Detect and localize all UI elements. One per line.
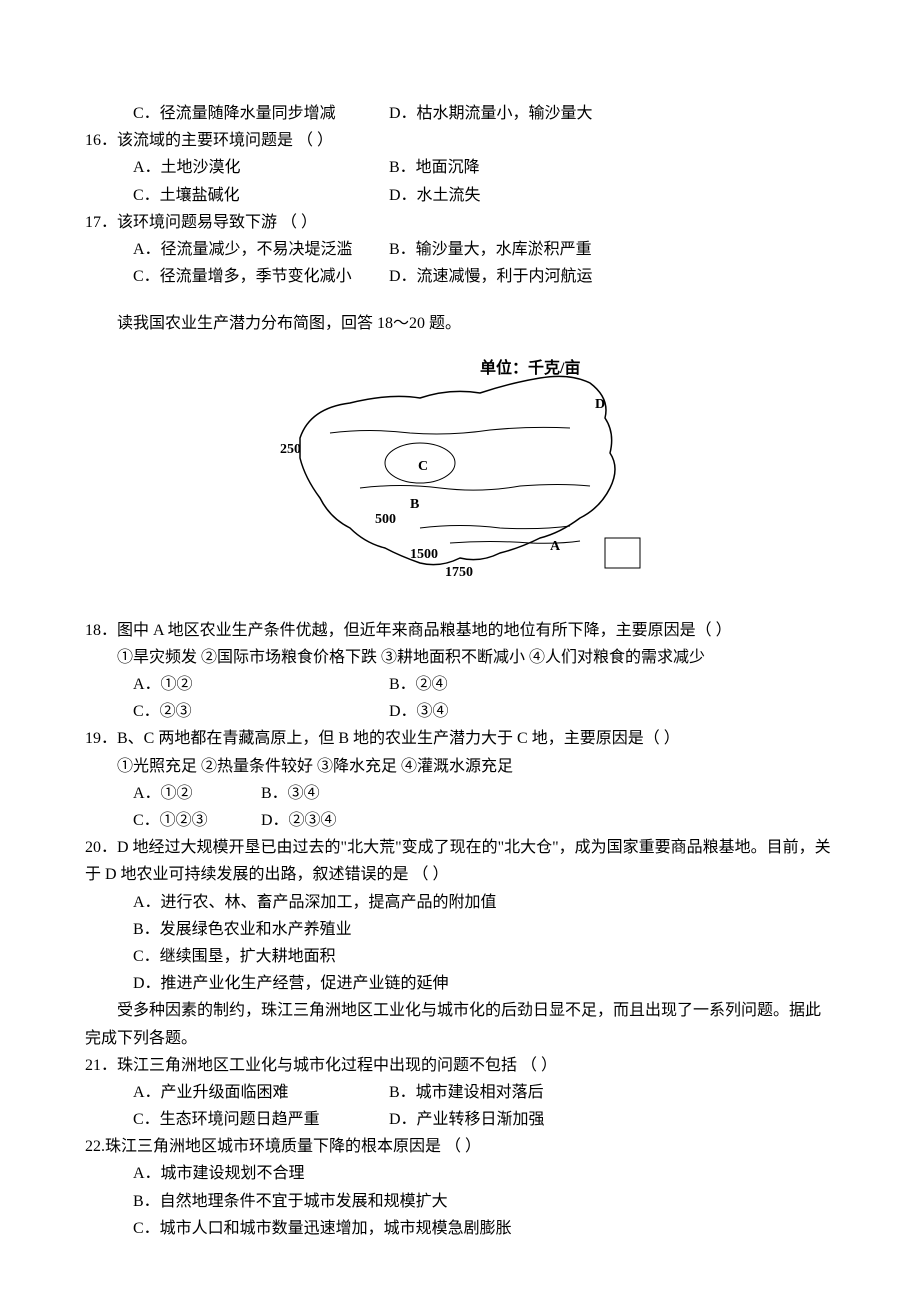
q16-option-d: D．水土流失: [389, 182, 481, 209]
q17-options-cd: C．径流量增多，季节变化减小 D．流速减慢，利于内河航运: [85, 263, 835, 290]
contour-250: [330, 427, 570, 434]
q18-option-d: D．③④: [389, 698, 449, 725]
q16-option-b: B．地面沉降: [389, 154, 480, 181]
q19-option-c: C．①②③: [133, 807, 261, 834]
q21-stem: 21．珠江三角洲地区工业化与城市化过程中出现的问题不包括 （ ）: [85, 1052, 835, 1079]
q21-option-c: C．生态环境问题日趋严重: [133, 1106, 389, 1133]
q18-sub: ①旱灾频发 ②国际市场粮食价格下跌 ③耕地面积不断减小 ④人们对粮食的需求减少: [85, 644, 835, 671]
q16-option-a: A．土地沙漠化: [133, 154, 389, 181]
q19-stem: 19．B、C 两地都在青藏高原上，但 B 地的农业生产潜力大于 C 地，主要原因…: [85, 725, 835, 752]
q17-option-d: D．流速减慢，利于内河航运: [389, 263, 593, 290]
china-outline: [300, 376, 615, 564]
q17-options-ab: A．径流量减少，不易决堤泛滥 B．输沙量大，水库淤积严重: [85, 236, 835, 263]
q16-option-c: C．土壤盐碱化: [133, 182, 389, 209]
q18-option-b: B．②④: [389, 671, 448, 698]
q21-options-cd: C．生态环境问题日趋严重 D．产业转移日渐加强: [85, 1106, 835, 1133]
q19-option-b: B．③④: [261, 780, 389, 807]
q22-option-a: A．城市建设规划不合理: [85, 1160, 835, 1187]
context-21-22: 受多种因素的制约，珠江三角洲地区工业化与城市化的后劲日显不足，而且出现了一系列问…: [85, 997, 835, 1051]
point-d: D: [595, 397, 605, 412]
q20-option-a: A．进行农、林、畜产品深加工，提高产品的附加值: [85, 889, 835, 916]
inset-box: [605, 538, 640, 568]
q16-options-cd: C．土壤盐碱化 D．水土流失: [85, 182, 835, 209]
label-1500: 1500: [410, 547, 438, 562]
q22-option-c: C．城市人口和城市数量迅速增加，城市规模急剧膨胀: [85, 1215, 835, 1242]
q19-option-d: D．②③④: [261, 807, 389, 834]
label-250: 250: [280, 442, 301, 457]
china-map-figure: 单位：千克/亩 250 500 1500 1750 A B C D: [85, 358, 835, 597]
point-a: A: [550, 539, 561, 554]
q17-option-b: B．输沙量大，水库淤积严重: [389, 236, 592, 263]
q22-stem: 22.珠江三角洲地区城市环境质量下降的根本原因是 （ ）: [85, 1133, 835, 1160]
q20-stem: 20．D 地经过大规模开垦已由过去的"北大荒"变成了现在的"北大仓"，成为国家重…: [85, 834, 835, 888]
q20-option-c: C．继续围垦，扩大耕地面积: [85, 943, 835, 970]
q18-option-c: C．②③: [133, 698, 389, 725]
q21-option-d: D．产业转移日渐加强: [389, 1106, 545, 1133]
q15-option-c: C．径流量随降水量同步增减: [133, 100, 389, 127]
q21-option-a: A．产业升级面临困难: [133, 1079, 389, 1106]
q19-option-a: A．①②: [133, 780, 261, 807]
q15-options-cd: C．径流量随降水量同步增减 D．枯水期流量小，输沙量大: [85, 100, 835, 127]
q21-options-ab: A．产业升级面临困难 B．城市建设相对落后: [85, 1079, 835, 1106]
contour-1750: [450, 541, 580, 543]
q21-option-b: B．城市建设相对落后: [389, 1079, 544, 1106]
label-500: 500: [375, 512, 396, 527]
q19-options-cd: C．①②③ D．②③④: [85, 807, 835, 834]
q18-options-ab: A．①② B．②④: [85, 671, 835, 698]
q15-option-d: D．枯水期流量小，输沙量大: [389, 100, 593, 127]
q22-option-b: B．自然地理条件不宜于城市发展和规模扩大: [85, 1188, 835, 1215]
q18-stem: 18．图中 A 地区农业生产条件优越，但近年来商品粮基地的地位有所下降，主要原因…: [85, 617, 835, 644]
point-b: B: [410, 497, 419, 512]
contour-1500: [420, 525, 570, 528]
q17-option-c: C．径流量增多，季节变化减小: [133, 263, 389, 290]
q19-options-ab: A．①② B．③④: [85, 780, 835, 807]
q16-options-ab: A．土地沙漠化 B．地面沉降: [85, 154, 835, 181]
q17-stem: 17．该环境问题易导致下游 （ ）: [85, 209, 835, 236]
q19-sub: ①光照充足 ②热量条件较好 ③降水充足 ④灌溉水源充足: [85, 753, 835, 780]
context-18-20: 读我国农业生产潜力分布简图，回答 18～20 题。: [85, 310, 835, 337]
q18-option-a: A．①②: [133, 671, 389, 698]
q18-options-cd: C．②③ D．③④: [85, 698, 835, 725]
q17-option-a: A．径流量减少，不易决堤泛滥: [133, 236, 389, 263]
q20-option-d: D．推进产业化生产经营，促进产业链的延伸: [85, 970, 835, 997]
q20-option-b: B．发展绿色农业和水产养殖业: [85, 916, 835, 943]
unit-label: 单位：千克/亩: [480, 358, 580, 377]
q16-stem: 16．该流域的主要环境问题是 （ ）: [85, 127, 835, 154]
point-c: C: [418, 459, 428, 474]
label-1750: 1750: [445, 565, 473, 580]
china-map-svg: 单位：千克/亩 250 500 1500 1750 A B C D: [270, 358, 650, 588]
contour-500: [360, 484, 590, 490]
